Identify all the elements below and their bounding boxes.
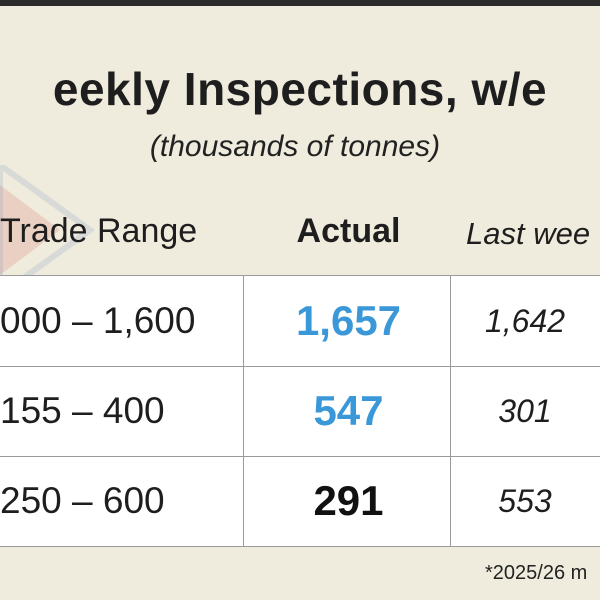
column-header: Last wee <box>466 216 591 251</box>
table-row: 250 – 600 291 553 <box>0 456 600 546</box>
trade-range: 250 – 600 <box>0 480 165 521</box>
actual-value: 291 <box>313 477 384 524</box>
table-row: 000 – 1,600 1,657 1,642 <box>0 276 600 367</box>
last-week-value: 1,642 <box>484 303 566 339</box>
last-week-value: 301 <box>498 393 552 429</box>
table-row: 155 – 400 547 301 <box>0 366 600 457</box>
last-week-value: 553 <box>498 483 552 519</box>
subtitle: (thousands of tonnes) <box>149 130 441 163</box>
column-header: Trade Range <box>0 212 198 250</box>
column-divider <box>450 276 451 546</box>
table: 000 – 1,600 1,657 1,642 155 – 400 547 301 250 … <box>0 275 600 547</box>
actual-value: 547 <box>313 387 384 434</box>
trade-range: 155 – 400 <box>0 390 165 431</box>
column-header: Actual <box>296 212 401 250</box>
trade-range: 000 – 1,600 <box>0 300 196 341</box>
column-divider <box>243 276 244 546</box>
actual-value: 1,657 <box>295 297 402 344</box>
footnote: *2025/26 m <box>485 562 588 584</box>
title: eekly Inspections, w/e <box>52 63 548 115</box>
top-border <box>0 0 600 6</box>
watermark-logo <box>0 165 96 295</box>
